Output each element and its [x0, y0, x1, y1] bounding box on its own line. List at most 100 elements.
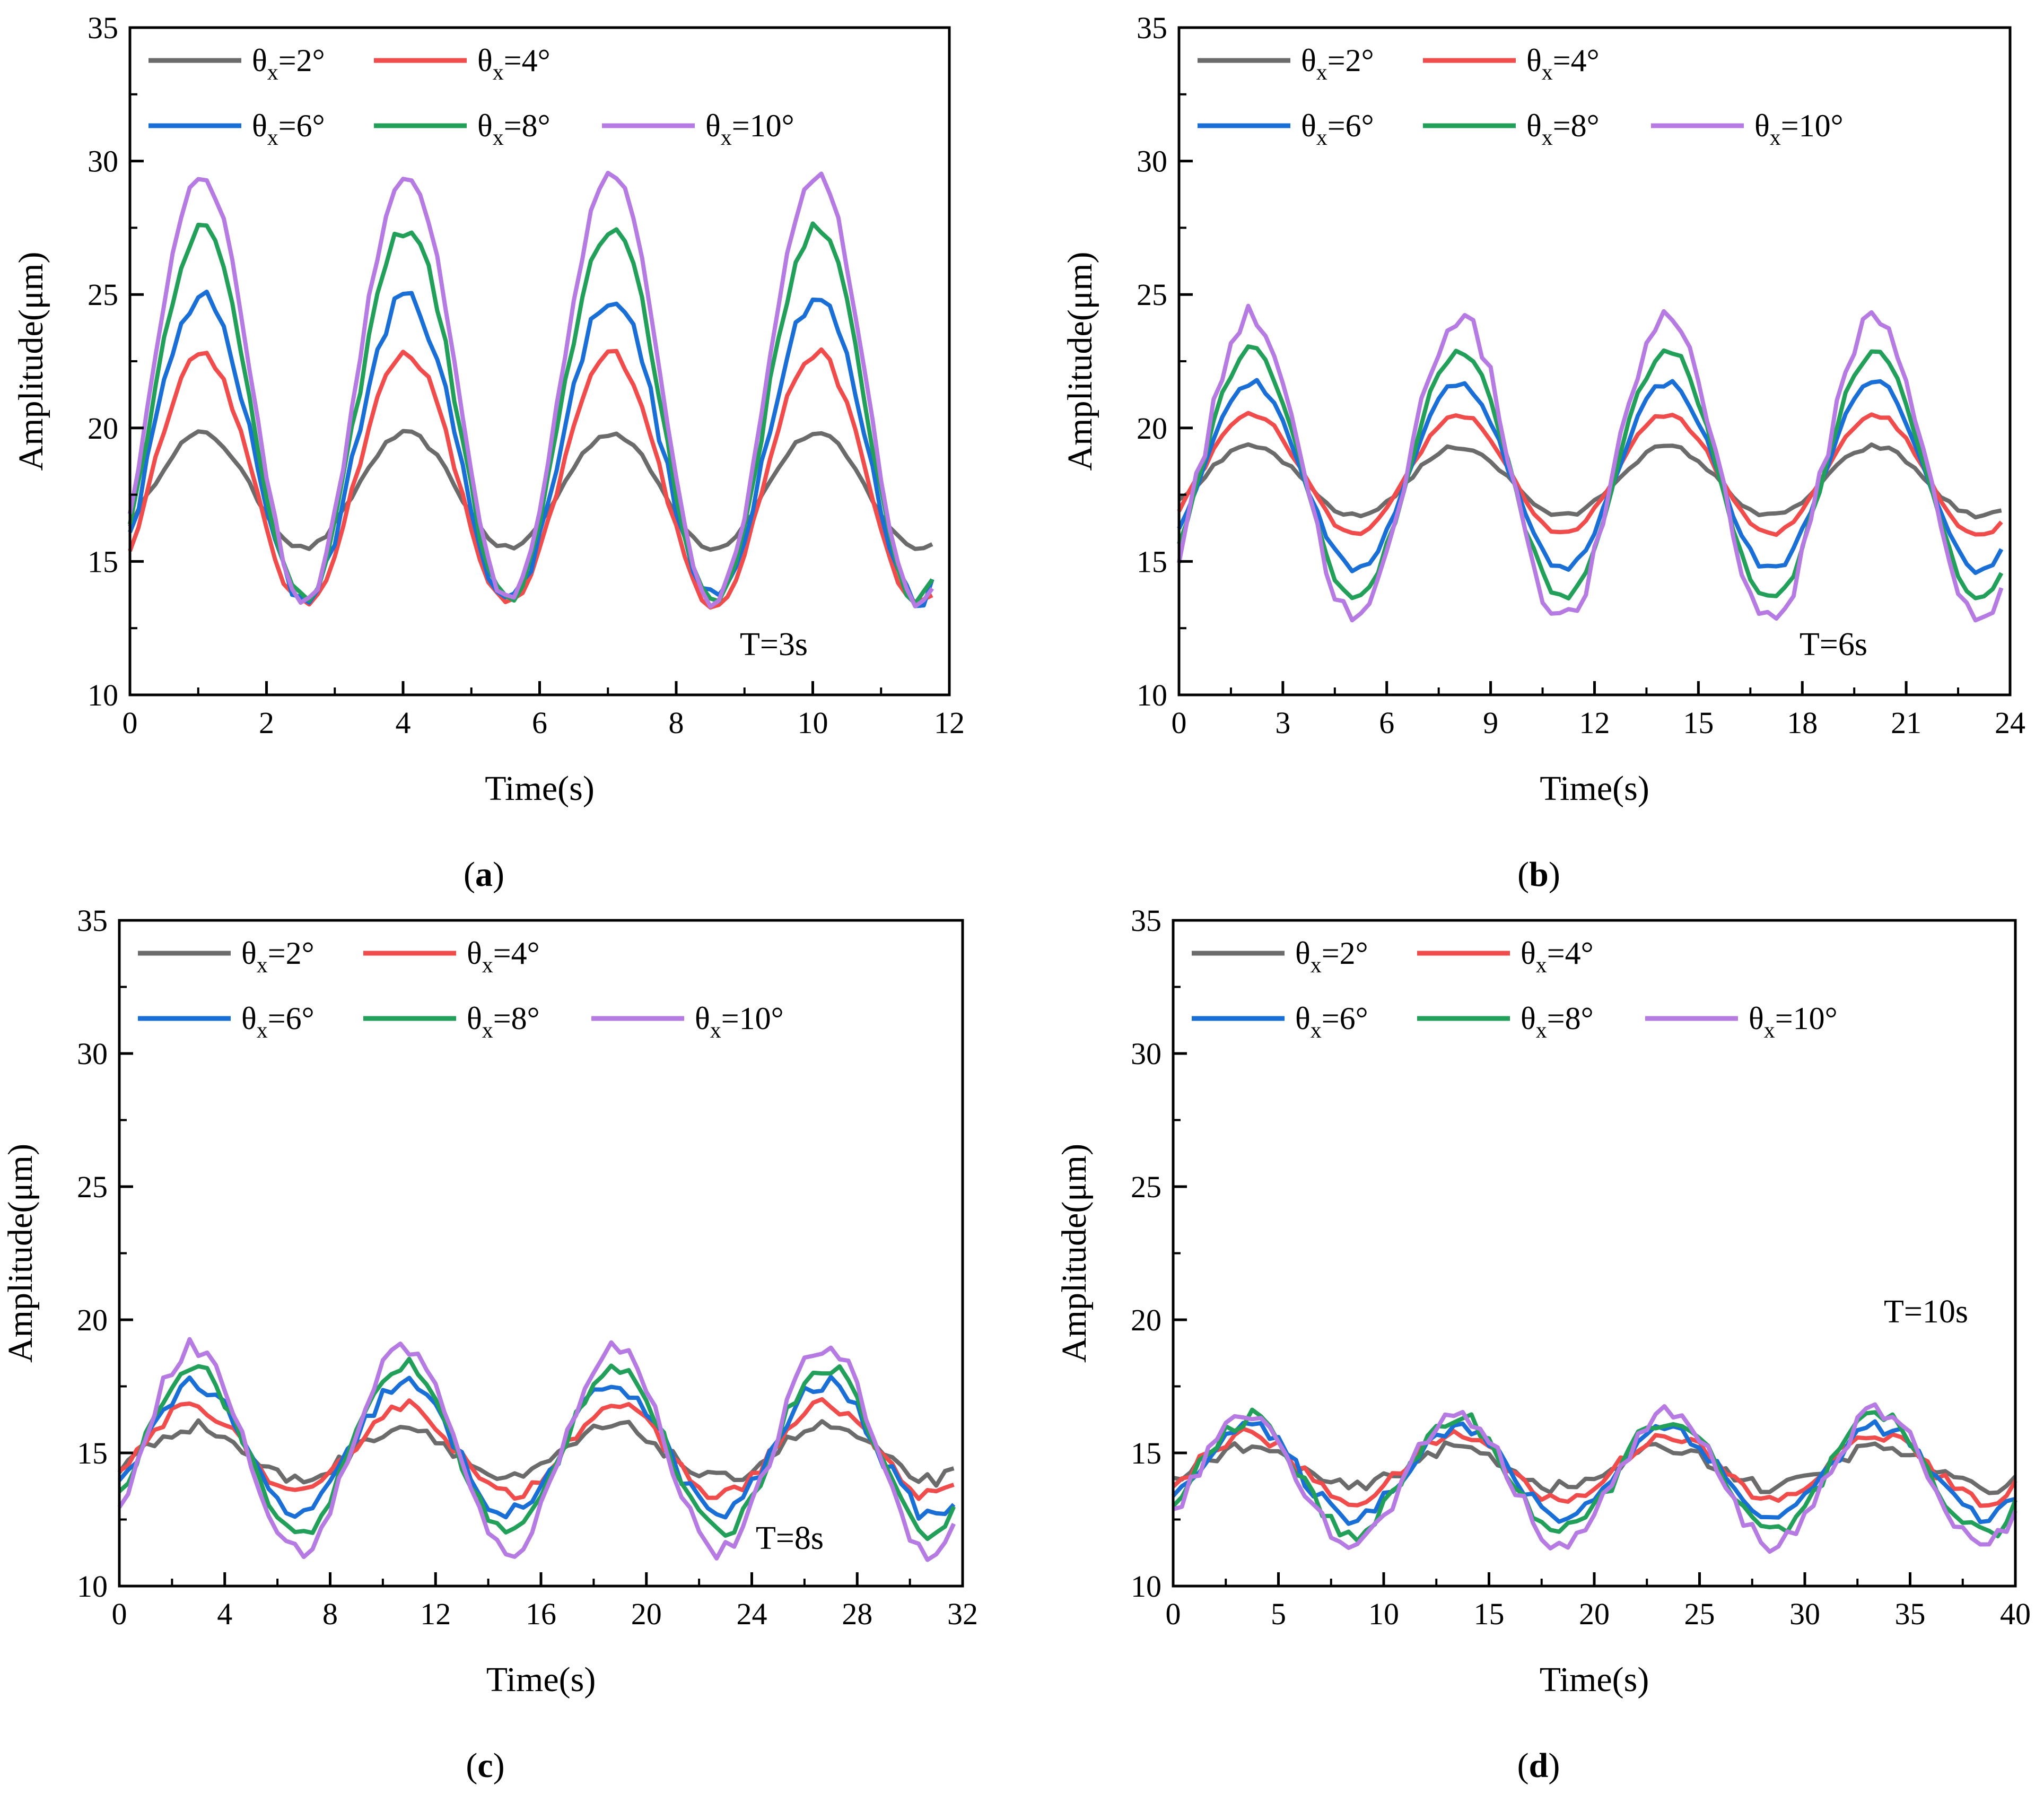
x-tick-label: 35: [1895, 1597, 1926, 1631]
x-tick-label: 24: [737, 1597, 767, 1631]
y-tick-label: 35: [77, 903, 108, 938]
series-group: [1172, 1402, 2017, 1554]
panel-a: 0 2 4 6 8 10 12 10 15 20 25 30 35 Time(s) Amplitude(μm…: [12, 11, 965, 894]
x-axis-label: Time(s): [485, 769, 595, 808]
legend-entry: θx=8°: [467, 1001, 540, 1043]
x-axis-label: Time(s): [1540, 769, 1649, 808]
legend-entry: θx=6°: [241, 1001, 315, 1043]
legend-entry: θx=6°: [1301, 108, 1374, 150]
y-axis-label: Amplitude(μm): [1061, 252, 1099, 471]
x-tick-label: 20: [1579, 1597, 1610, 1631]
series-line: [128, 429, 933, 552]
legend-entry: θx=4°: [467, 936, 540, 978]
series-line: [117, 1418, 955, 1488]
series-line: [128, 290, 934, 608]
y-tick-label: 35: [1137, 11, 1167, 45]
x-axis-label: Time(s): [1540, 1660, 1649, 1699]
x-tick-label: 9: [1483, 706, 1498, 740]
legend: θx=2° θx=4° θx=6° θx=8° θx=10°: [149, 43, 794, 150]
series-line: [1177, 411, 2003, 537]
x-tick-label: 24: [1995, 706, 2025, 740]
series-line: [118, 1356, 956, 1542]
period-annotation: T=3s: [740, 626, 808, 663]
x-tick-label: 6: [1379, 706, 1394, 740]
panel-caption: (b): [1517, 855, 1560, 894]
y-tick-label: 15: [1137, 544, 1167, 579]
x-tick-label: 8: [322, 1597, 338, 1631]
x-tick-label: 16: [526, 1597, 556, 1631]
x-tick-label: 4: [396, 706, 411, 740]
series-group: [117, 1337, 956, 1562]
y-tick-label: 10: [88, 678, 118, 712]
y-tick-label: 15: [1131, 1436, 1161, 1470]
x-tick-label: 30: [1789, 1597, 1820, 1631]
series-line: [1173, 1440, 2017, 1495]
x-tick-label: 0: [112, 1597, 127, 1631]
x-tick-label: 3: [1275, 706, 1290, 740]
y-tick-label: 35: [1131, 903, 1161, 938]
legend-entry: θx=8°: [1521, 1001, 1594, 1043]
x-tick-label: 5: [1271, 1597, 1286, 1631]
y-axis-label: Amplitude(μm): [1055, 1144, 1094, 1363]
y-tick-label: 30: [1137, 144, 1167, 179]
x-axis-label: Time(s): [486, 1660, 596, 1699]
series-line: [1172, 1426, 2017, 1508]
x-tick-label: 21: [1891, 706, 1921, 740]
x-tick-label: 0: [1166, 1597, 1181, 1631]
legend-entry: θx=8°: [477, 108, 551, 150]
x-tick-label: 28: [842, 1597, 872, 1631]
y-tick-label: 20: [77, 1303, 108, 1337]
y-tick-label: 25: [1131, 1170, 1161, 1204]
y-tick-label: 20: [88, 411, 118, 446]
series-line: [1177, 303, 2004, 623]
series-line: [1172, 1402, 2017, 1554]
legend: θx=2° θx=4° θx=6° θx=8° θx=10°: [1198, 43, 1844, 150]
legend-entry: θx=6°: [252, 108, 325, 150]
series-line: [1177, 378, 2004, 575]
y-tick-label: 15: [77, 1436, 108, 1470]
series-line: [117, 1374, 956, 1521]
series-line: [128, 171, 934, 609]
panel-caption: (c): [466, 1746, 504, 1785]
y-tick-label: 30: [88, 144, 118, 179]
legend: θx=2° θx=4° θx=6° θx=8° θx=10°: [138, 936, 784, 1043]
panel-d: 0 5 10 15 20 25 30 35 40 10 15 20 25 30 35 Time(s) Ampli…: [1055, 903, 2031, 1785]
y-tick-label: 35: [88, 11, 118, 45]
y-tick-label: 30: [1131, 1037, 1161, 1071]
x-tick-label: 2: [259, 706, 274, 740]
y-tick-label: 10: [77, 1569, 108, 1604]
period-annotation: T=10s: [1884, 1294, 1968, 1330]
legend-entry: θx=10°: [1749, 1001, 1838, 1043]
legend-entry: θx=10°: [705, 108, 794, 150]
series-group: [128, 171, 934, 610]
series-line: [1172, 1407, 2017, 1543]
x-tick-label: 4: [217, 1597, 232, 1631]
y-tick-label: 25: [77, 1170, 108, 1204]
series-line: [128, 347, 933, 610]
x-tick-label: 25: [1684, 1597, 1715, 1631]
panel-caption: (d): [1517, 1746, 1560, 1785]
x-tick-label: 0: [123, 706, 138, 740]
y-tick-label: 25: [88, 277, 118, 312]
y-tick-label: 25: [1137, 277, 1167, 312]
legend-entry: θx=4°: [1521, 936, 1594, 978]
panel-caption: (a): [464, 855, 504, 894]
legend-entry: θx=4°: [477, 43, 551, 85]
legend-entry: θx=4°: [1526, 43, 1600, 85]
period-annotation: T=6s: [1800, 626, 1867, 663]
y-axis-label: Amplitude(μm): [12, 252, 50, 471]
panel-c: 0 4 8 12 16 20 24 28 32 10 15 20 25 30 35 Time(s) Amplit…: [1, 903, 978, 1785]
legend-entry: θx=2°: [241, 936, 315, 978]
x-tick-label: 10: [798, 706, 828, 740]
y-tick-label: 15: [88, 544, 118, 579]
y-tick-label: 10: [1137, 678, 1167, 712]
legend-entry: θx=2°: [1295, 936, 1368, 978]
x-tick-label: 10: [1368, 1597, 1399, 1631]
series-line: [117, 1337, 956, 1562]
y-tick-label: 20: [1131, 1303, 1161, 1337]
x-tick-label: 12: [1579, 706, 1610, 740]
x-tick-label: 32: [947, 1597, 978, 1631]
legend-entry: θx=10°: [695, 1001, 784, 1043]
x-tick-label: 6: [532, 706, 547, 740]
